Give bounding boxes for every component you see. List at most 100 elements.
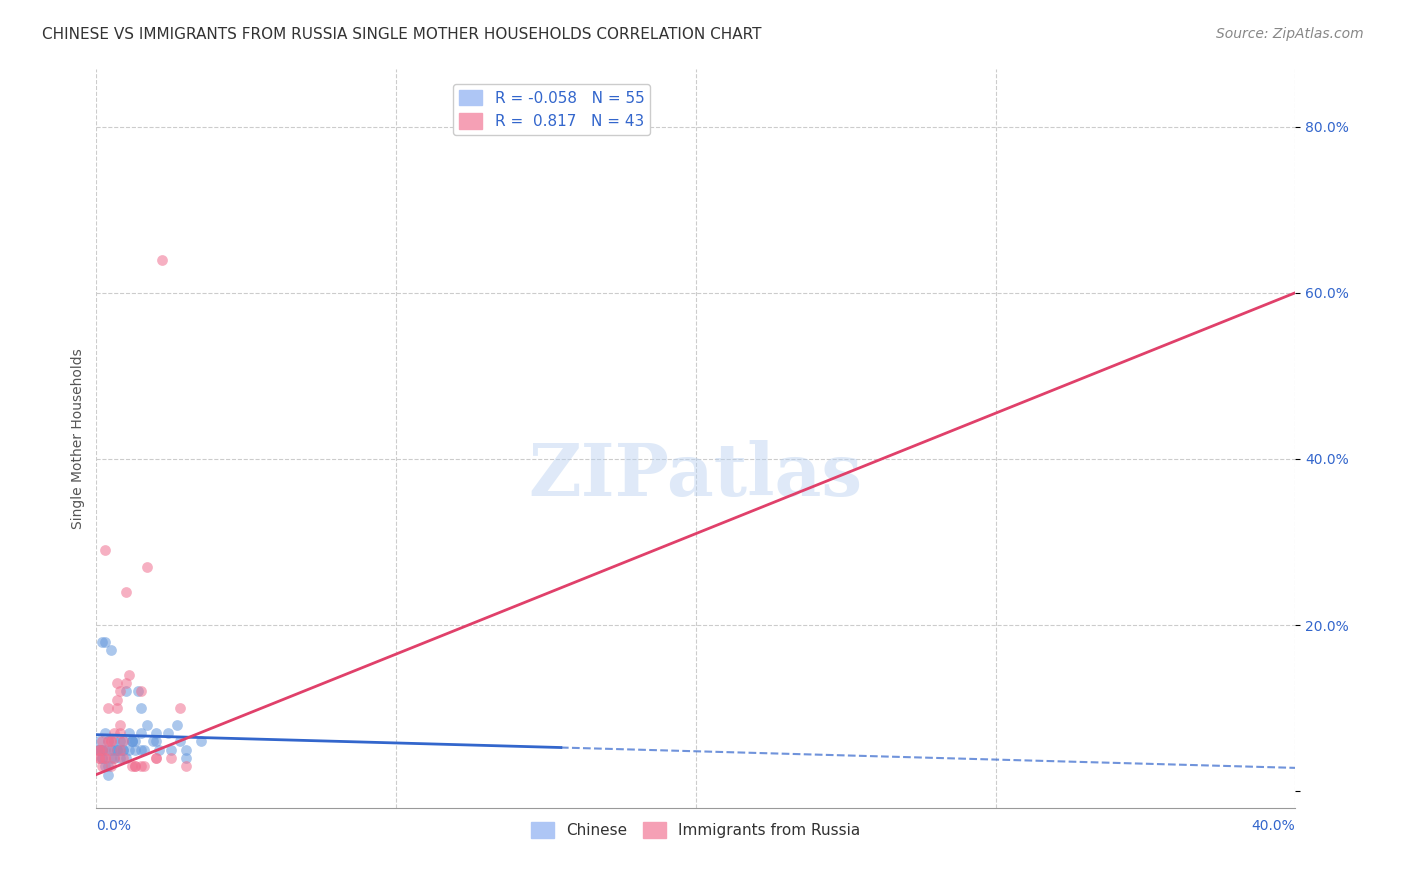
Point [89, 751, 111, 765]
Point [89, 742, 111, 756]
Point [105, 742, 128, 756]
Point [91, 634, 114, 648]
Point [160, 751, 183, 765]
Point [112, 734, 135, 748]
Point [100, 734, 122, 748]
Point [121, 734, 143, 748]
Point [94, 634, 117, 648]
Point [91, 751, 114, 765]
Point [115, 684, 138, 698]
Point [110, 684, 132, 698]
Point [115, 751, 138, 765]
Point [97, 734, 120, 748]
Point [91, 742, 114, 756]
Point [148, 742, 170, 756]
Point [97, 759, 120, 773]
Point [124, 759, 146, 773]
Point [124, 759, 146, 773]
Point [97, 701, 120, 715]
Point [100, 759, 122, 773]
Point [124, 742, 146, 756]
Text: 40.0%: 40.0% [1251, 819, 1295, 832]
Point [91, 742, 114, 756]
Point [91, 759, 114, 773]
Point [145, 751, 167, 765]
Point [118, 726, 141, 740]
Point [94, 751, 117, 765]
Point [103, 726, 125, 740]
Point [105, 676, 128, 690]
Point [160, 742, 183, 756]
Point [145, 734, 167, 748]
Text: 0.0%: 0.0% [97, 819, 131, 832]
Point [118, 742, 141, 756]
Point [166, 717, 188, 731]
Point [121, 734, 143, 748]
Point [112, 742, 135, 756]
Point [94, 543, 117, 558]
Point [105, 701, 128, 715]
Point [110, 742, 132, 756]
Point [127, 684, 149, 698]
Point [94, 726, 117, 740]
Point [89, 751, 111, 765]
Point [112, 742, 135, 756]
Point [89, 734, 111, 748]
Point [105, 692, 128, 706]
Point [134, 759, 156, 773]
Point [169, 734, 191, 748]
Point [121, 759, 143, 773]
Point [169, 701, 191, 715]
Point [145, 751, 167, 765]
Point [131, 701, 153, 715]
Point [131, 742, 153, 756]
Point [100, 734, 122, 748]
Point [136, 717, 159, 731]
Point [118, 668, 141, 682]
Point [103, 734, 125, 748]
Point [157, 726, 180, 740]
Point [110, 742, 132, 756]
Point [134, 742, 156, 756]
Point [110, 726, 132, 740]
Point [112, 751, 135, 765]
Point [110, 734, 132, 748]
Point [91, 751, 114, 765]
Point [174, 751, 197, 765]
Point [174, 759, 197, 773]
Point [131, 684, 153, 698]
Point [136, 560, 159, 574]
Point [97, 742, 120, 756]
Point [142, 734, 165, 748]
Point [190, 734, 212, 748]
Point [174, 742, 197, 756]
Point [121, 734, 143, 748]
Point [110, 717, 132, 731]
Point [150, 252, 173, 267]
Point [94, 742, 117, 756]
Point [131, 759, 153, 773]
Point [91, 734, 114, 748]
Point [94, 751, 117, 765]
Point [103, 742, 125, 756]
Point [112, 734, 135, 748]
Point [110, 751, 132, 765]
Point [115, 584, 138, 599]
Point [115, 676, 138, 690]
Text: ZIPatlas: ZIPatlas [529, 440, 863, 510]
Point [103, 751, 125, 765]
Point [97, 767, 120, 781]
Point [105, 742, 128, 756]
Point [131, 726, 153, 740]
Point [145, 726, 167, 740]
Point [103, 751, 125, 765]
Point [124, 734, 146, 748]
Point [89, 742, 111, 756]
Point [91, 742, 114, 756]
Text: CHINESE VS IMMIGRANTS FROM RUSSIA SINGLE MOTHER HOUSEHOLDS CORRELATION CHART: CHINESE VS IMMIGRANTS FROM RUSSIA SINGLE… [42, 27, 762, 42]
Legend: Chinese, Immigrants from Russia: Chinese, Immigrants from Russia [526, 816, 866, 845]
Point [100, 742, 122, 756]
Point [97, 734, 120, 748]
Point [100, 643, 122, 657]
Point [89, 742, 111, 756]
